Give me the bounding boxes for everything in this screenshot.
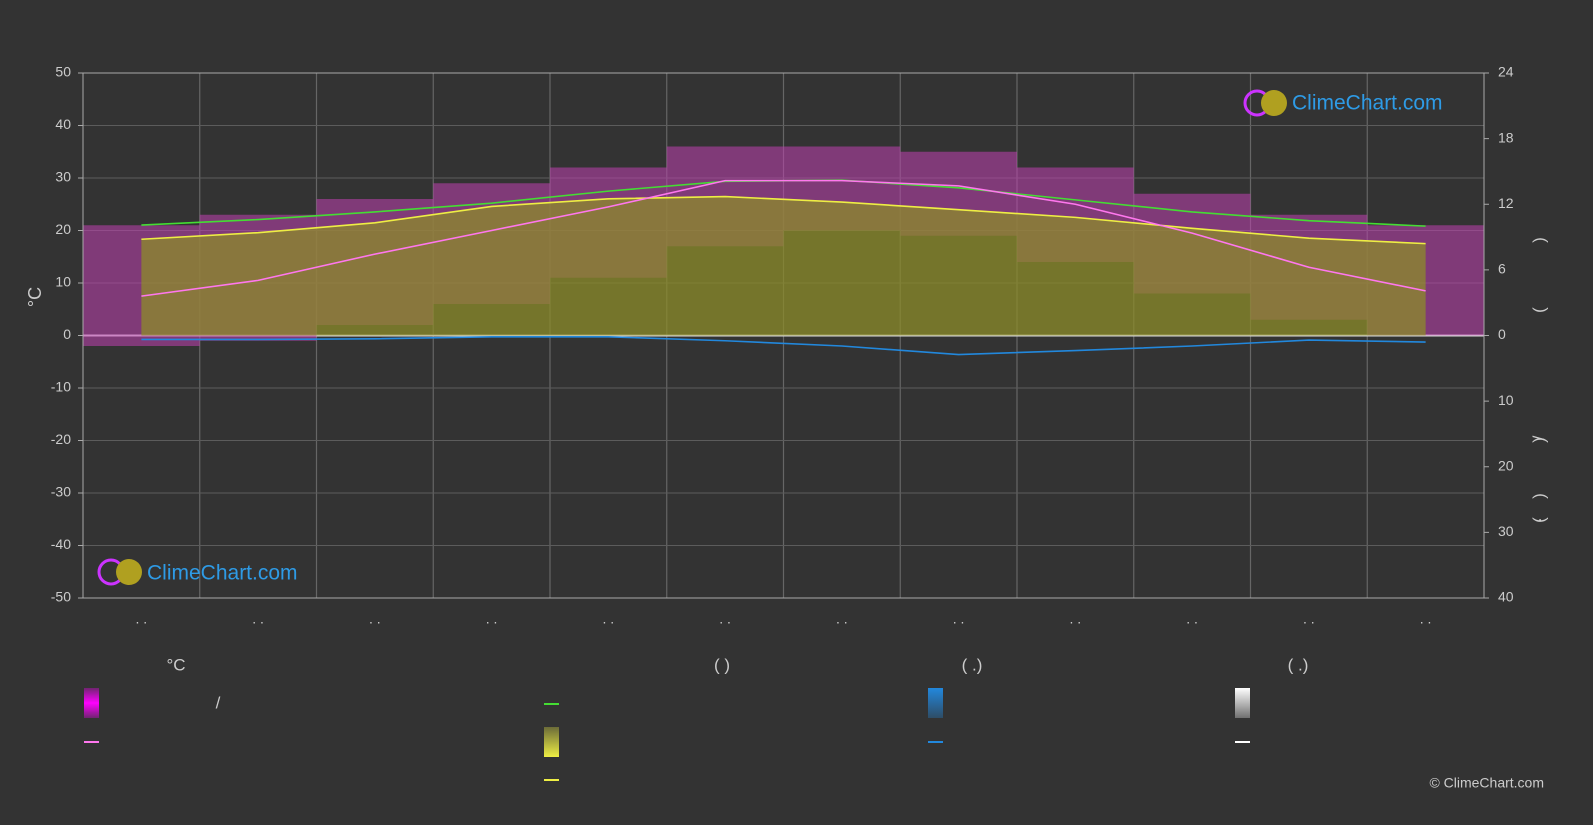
line xyxy=(141,336,1426,356)
copyright: © ClimeChart.com xyxy=(1429,775,1544,791)
legend: °C ( ) ( .) ( .) / xyxy=(84,655,1309,781)
x-tick-label: . . xyxy=(369,611,381,627)
legend-swatch xyxy=(84,688,99,718)
y2-tick-label: 12 xyxy=(1498,195,1514,211)
x-tick-label: . . xyxy=(1420,611,1432,627)
logo-text: ClimeChart.com xyxy=(147,562,298,585)
line xyxy=(141,179,1426,297)
x-tick-label: . . xyxy=(719,611,731,627)
logo-text: ClimeChart.com xyxy=(1292,92,1443,115)
y2-tick-label: 0 xyxy=(1498,326,1506,342)
legend-swatch xyxy=(1235,688,1250,718)
y3-tick-label: 30 xyxy=(1498,523,1514,539)
line xyxy=(141,195,1426,245)
y3-tick-label: 20 xyxy=(1498,457,1514,473)
y2-axis-label: ) xyxy=(1529,237,1548,243)
legend-heading: ( .) xyxy=(1288,655,1309,674)
plot-area xyxy=(83,72,1484,599)
y-axis-label: °C xyxy=(25,287,45,307)
y3-tick-label: 40 xyxy=(1498,589,1514,605)
y2-axis-label: ) xyxy=(1529,437,1548,443)
legend-swatch xyxy=(928,688,943,718)
x-tick-label: . . xyxy=(1186,611,1198,627)
x-tick-label: . . xyxy=(953,611,965,627)
x-tick-label: . . xyxy=(1303,611,1315,627)
y-tick-label: 0 xyxy=(63,326,71,342)
x-tick-label: . . xyxy=(836,611,848,627)
y2-tick-label: 24 xyxy=(1498,64,1514,80)
legend-heading: ( .) xyxy=(962,655,983,674)
y2-axis-label: · xyxy=(1529,517,1548,523)
y-tick-label: 40 xyxy=(55,116,71,132)
y-tick-label: -10 xyxy=(51,379,71,395)
y3-tick-label: 10 xyxy=(1498,392,1514,408)
y-tick-label: 30 xyxy=(55,169,71,185)
legend-text: / xyxy=(216,693,221,712)
y2-axis-label: ( xyxy=(1529,307,1548,313)
logo: ClimeChart.com xyxy=(97,558,298,586)
logo: ClimeChart.com xyxy=(1243,89,1443,117)
x-tick-label: . . xyxy=(252,611,264,627)
y-tick-label: 20 xyxy=(55,221,71,237)
legend-heading: ( ) xyxy=(714,655,730,674)
y2-tick-label: 6 xyxy=(1498,261,1506,277)
y-tick-label: -20 xyxy=(51,431,71,447)
y2-tick-label: 18 xyxy=(1498,129,1514,145)
x-tick-label: . . xyxy=(603,611,615,627)
area xyxy=(141,196,1426,336)
y-tick-label: 10 xyxy=(55,274,71,290)
y-tick-label: -30 xyxy=(51,484,71,500)
x-tick-label: . . xyxy=(136,611,148,627)
y2-axis-label: ( xyxy=(1529,517,1548,523)
legend-heading: °C xyxy=(166,655,185,674)
y-tick-label: -40 xyxy=(51,536,71,552)
plot-frame xyxy=(82,72,1485,599)
y2-axis-label: ) xyxy=(1529,493,1548,499)
y-tick-label: -50 xyxy=(51,589,71,605)
x-tick-label: . . xyxy=(486,611,498,627)
y-tick-label: 50 xyxy=(55,64,71,80)
x-tick-label: . . xyxy=(1070,611,1082,627)
legend-swatch xyxy=(544,727,559,757)
y2-axis-label: / xyxy=(1529,435,1548,440)
